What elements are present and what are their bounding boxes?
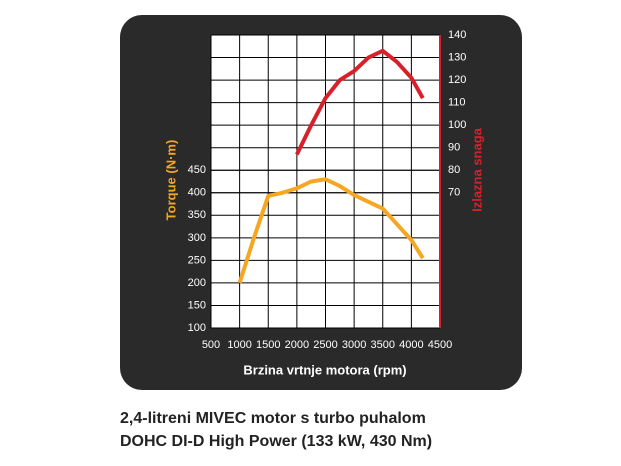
y2-tick-label: 80 [448, 164, 460, 176]
y-axis-title: Torque (N·m) [163, 140, 178, 221]
y-tick-label: 150 [188, 299, 206, 311]
y-tick-label: 400 [188, 187, 206, 199]
x-axis-title: Brzina vrtnje motora (rpm) [243, 362, 406, 377]
caption-line: 2,4-litreni MIVEC motor s turbo puhalom [120, 410, 426, 427]
x-tick-label: 4500 [428, 339, 452, 351]
caption-line: DOHC DI-D High Power (133 kW, 430 Nm) [120, 433, 433, 450]
y-tick-label: 300 [188, 232, 206, 244]
data-line [237, 177, 425, 284]
x-tick-label: 3500 [371, 339, 395, 351]
x-tick-label: 1000 [227, 339, 251, 351]
x-tick-label: 3000 [342, 339, 366, 351]
chart: Brzina vrtnje motora (rpm) Torque (N·m) … [120, 15, 522, 390]
y-tick-label: 100 [188, 322, 206, 334]
y2-tick-label: 130 [448, 51, 466, 63]
y2-tick-label: 90 [448, 142, 460, 154]
x-tick-label: 4000 [399, 339, 423, 351]
y2-tick-label: 100 [448, 119, 466, 131]
x-tick-label: 2500 [313, 339, 337, 351]
y2-tick-label: 120 [448, 74, 466, 86]
x-tick-label: 500 [202, 339, 220, 351]
x-tick-label: 1500 [256, 339, 280, 351]
y2-tick-label: 70 [448, 187, 460, 199]
y-tick-label: 250 [188, 254, 206, 266]
data-line [295, 48, 425, 156]
y2-tick-label: 140 [448, 29, 466, 41]
x-tick-label: 2000 [285, 339, 309, 351]
y2-tick-label: 110 [448, 97, 466, 109]
y-tick-label: 350 [188, 209, 206, 221]
y-tick-label: 200 [188, 277, 206, 289]
y-tick-label: 450 [188, 164, 206, 176]
y2-axis-title: Izlazna snaga [469, 127, 484, 212]
